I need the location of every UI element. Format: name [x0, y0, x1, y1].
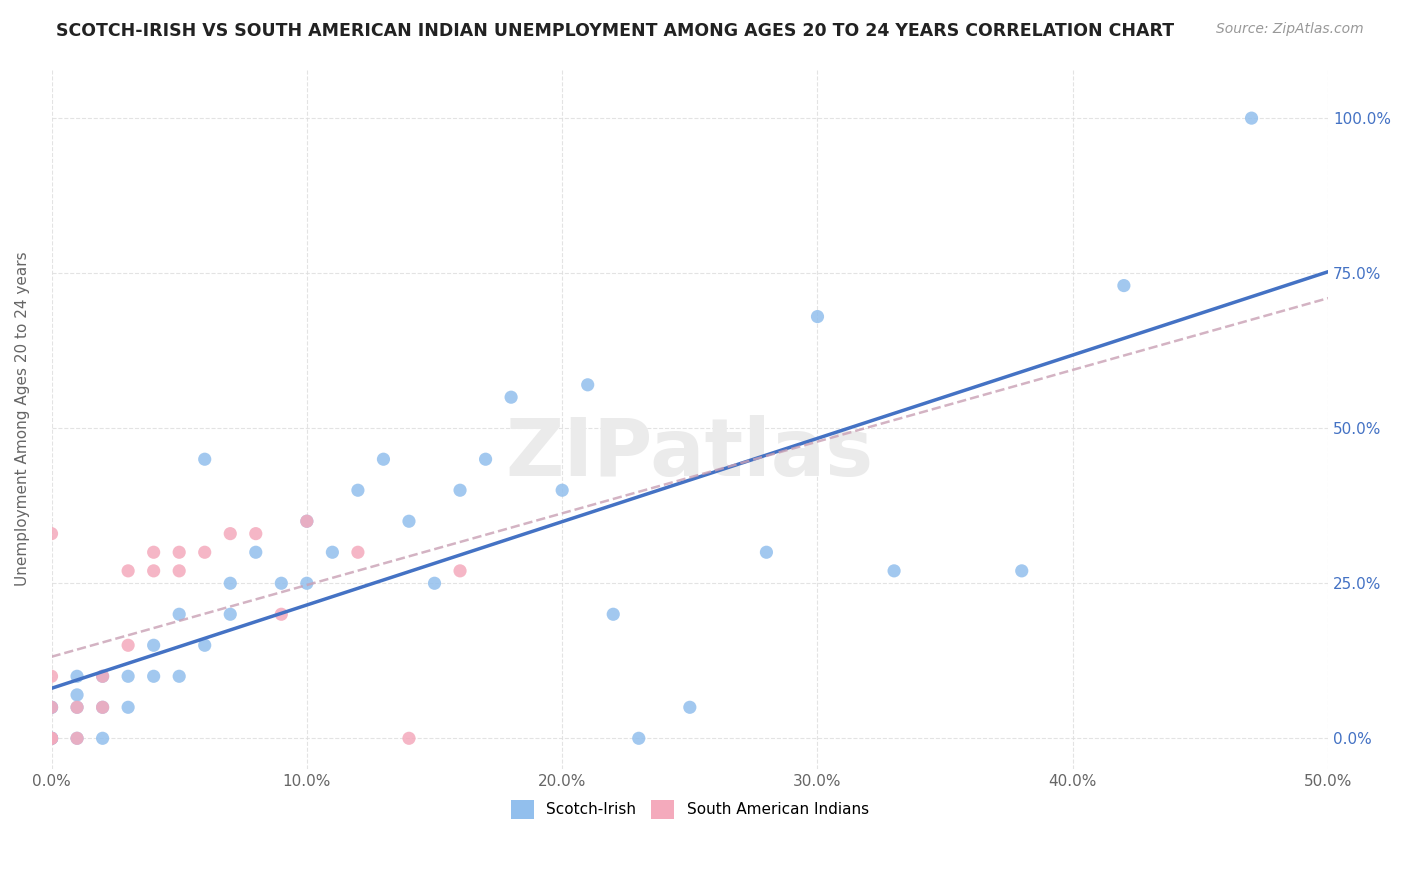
Point: [91, 700, 114, 714]
Point: [117, 638, 139, 652]
Point: [117, 669, 139, 683]
Point: [219, 526, 242, 541]
Y-axis label: Unemployment Among Ages 20 to 24 years: Unemployment Among Ages 20 to 24 years: [15, 252, 30, 586]
Point: [347, 545, 370, 559]
Point: [883, 564, 905, 578]
Point: [295, 514, 318, 528]
Point: [501, 390, 523, 404]
Point: [66, 731, 89, 746]
Point: [551, 483, 574, 498]
Point: [679, 700, 702, 714]
Text: SCOTCH-IRISH VS SOUTH AMERICAN INDIAN UNEMPLOYMENT AMONG AGES 20 TO 24 YEARS COR: SCOTCH-IRISH VS SOUTH AMERICAN INDIAN UN…: [56, 22, 1174, 40]
Point: [167, 607, 190, 622]
Point: [449, 483, 471, 498]
Point: [1112, 278, 1135, 293]
Point: [41, 669, 63, 683]
Point: [91, 700, 114, 714]
Point: [117, 700, 139, 714]
Point: [398, 731, 420, 746]
Point: [1240, 111, 1263, 125]
Point: [142, 564, 165, 578]
Point: [373, 452, 395, 467]
Point: [167, 545, 190, 559]
Point: [142, 545, 165, 559]
Text: Source: ZipAtlas.com: Source: ZipAtlas.com: [1216, 22, 1364, 37]
Point: [398, 514, 420, 528]
Point: [627, 731, 650, 746]
Point: [41, 700, 63, 714]
Point: [423, 576, 446, 591]
Point: [1011, 564, 1033, 578]
Point: [66, 731, 89, 746]
Text: ZIPatlas: ZIPatlas: [506, 415, 875, 493]
Point: [270, 607, 292, 622]
Point: [41, 731, 63, 746]
Point: [91, 669, 114, 683]
Point: [295, 576, 318, 591]
Point: [66, 669, 89, 683]
Point: [474, 452, 496, 467]
Point: [91, 731, 114, 746]
Point: [142, 669, 165, 683]
Point: [41, 731, 63, 746]
Point: [270, 576, 292, 591]
Point: [295, 514, 318, 528]
Point: [245, 526, 267, 541]
Point: [41, 731, 63, 746]
Point: [142, 638, 165, 652]
Point: [219, 607, 242, 622]
Point: [219, 576, 242, 591]
Point: [449, 564, 471, 578]
Point: [41, 526, 63, 541]
Point: [194, 545, 217, 559]
Point: [41, 731, 63, 746]
Point: [66, 700, 89, 714]
Legend: Scotch-Irish, South American Indians: Scotch-Irish, South American Indians: [505, 794, 875, 825]
Point: [347, 483, 370, 498]
Point: [245, 545, 267, 559]
Point: [117, 564, 139, 578]
Point: [66, 688, 89, 702]
Point: [167, 669, 190, 683]
Point: [602, 607, 624, 622]
Point: [41, 700, 63, 714]
Point: [91, 669, 114, 683]
Point: [41, 731, 63, 746]
Point: [41, 700, 63, 714]
Point: [167, 564, 190, 578]
Point: [66, 700, 89, 714]
Point: [806, 310, 828, 324]
Point: [194, 638, 217, 652]
Point: [194, 452, 217, 467]
Point: [321, 545, 343, 559]
Point: [41, 731, 63, 746]
Point: [755, 545, 778, 559]
Point: [576, 377, 599, 392]
